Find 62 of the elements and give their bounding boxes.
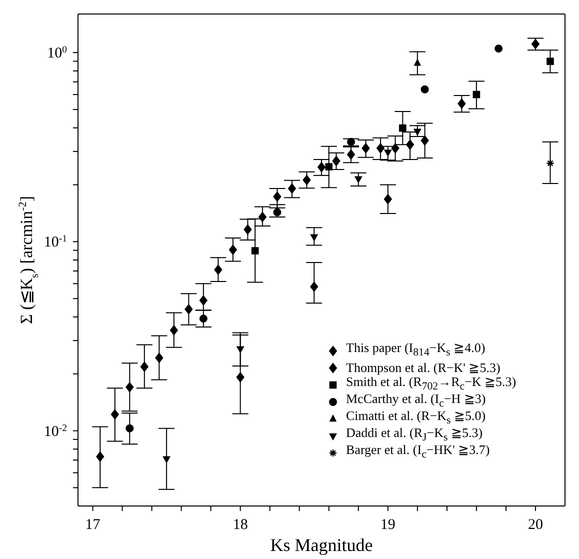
point xyxy=(406,140,414,150)
point xyxy=(384,194,392,204)
x-tick-label: 18 xyxy=(232,517,248,533)
point xyxy=(420,85,429,94)
point xyxy=(494,44,503,53)
point xyxy=(288,183,296,194)
point xyxy=(126,424,134,432)
point xyxy=(199,295,208,306)
point xyxy=(546,159,554,168)
point xyxy=(126,382,134,392)
point xyxy=(228,244,237,255)
point xyxy=(531,38,540,50)
point xyxy=(347,138,356,146)
point xyxy=(251,247,259,254)
x-tick-label: 17 xyxy=(85,517,101,533)
point xyxy=(546,58,554,65)
legend-label: McCarthy et al. (I$_{c}$−H ≧3) xyxy=(346,391,486,410)
point xyxy=(332,156,340,166)
point xyxy=(318,162,326,172)
point xyxy=(414,128,422,136)
point xyxy=(376,143,385,154)
point xyxy=(110,409,119,420)
point xyxy=(310,234,318,241)
legend-label: Barger et al. (I$_{c}$−HK' ≧3.7) xyxy=(346,441,490,463)
legend-label: Daddi et al. (R$_{J}$−K$_{s}$ ≧5.3) xyxy=(346,425,483,444)
point xyxy=(472,90,480,98)
legend-label: Smith et al. (R$_{702}$→R$_{c}$−K ≧5.3) xyxy=(346,374,516,393)
y-tick-label: 10$^{-2}$ xyxy=(44,422,68,440)
point xyxy=(391,143,400,154)
y-tick-label: 10$^{-1}$ xyxy=(44,233,68,251)
point xyxy=(273,208,282,216)
point xyxy=(420,135,429,146)
point xyxy=(155,352,164,363)
y-tick-label: 10$^{0}$ xyxy=(47,44,68,62)
point xyxy=(354,176,362,183)
point xyxy=(399,124,406,132)
x-tick-label: 19 xyxy=(380,517,396,533)
point xyxy=(310,282,318,292)
point xyxy=(162,456,170,463)
legend-label: Cimatti et al. (R−K$_{s}$ ≧5.0) xyxy=(346,408,486,427)
point xyxy=(273,192,282,202)
point xyxy=(244,224,252,235)
point xyxy=(302,174,311,186)
x-tick-label: 20 xyxy=(528,517,543,533)
point xyxy=(140,362,148,372)
point xyxy=(414,59,421,66)
point xyxy=(236,372,244,382)
point xyxy=(199,314,208,323)
legend-label: This paper (I$_{814}$−K$_{s}$ ≧4.0) xyxy=(346,339,486,361)
point xyxy=(96,452,104,462)
point xyxy=(347,149,356,160)
x-axis-title: Ks Magnitude xyxy=(270,535,373,555)
point xyxy=(458,98,466,109)
point xyxy=(184,304,193,314)
point xyxy=(258,212,266,222)
legend-label: Thompson et al. (R−K' ≧5.3) xyxy=(346,359,500,376)
point xyxy=(325,163,333,170)
point xyxy=(214,264,222,275)
point xyxy=(384,150,392,156)
point xyxy=(236,346,244,353)
point xyxy=(362,143,370,154)
point xyxy=(170,325,178,336)
